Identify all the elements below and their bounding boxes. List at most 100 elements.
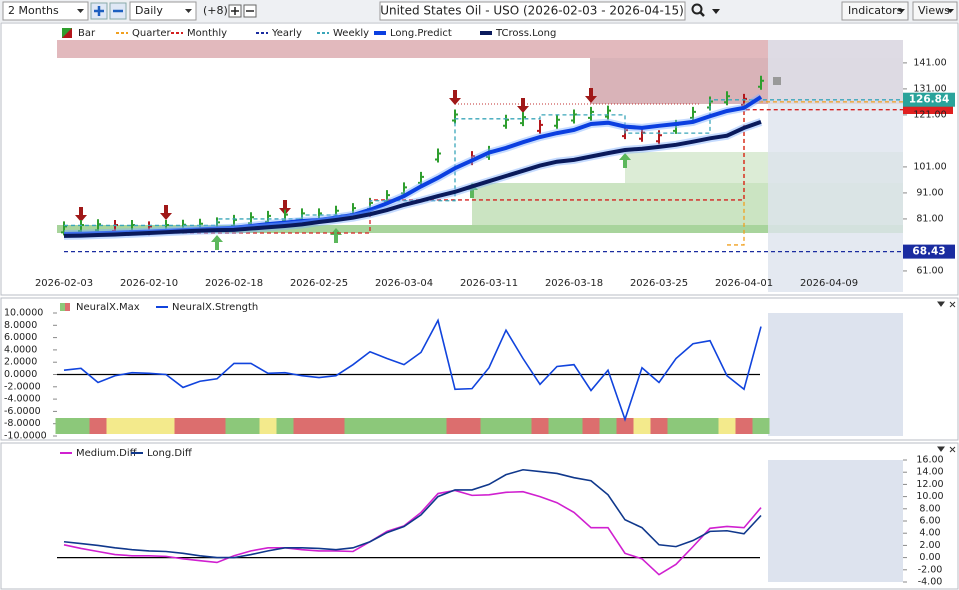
price-callout: [903, 92, 955, 107]
price-bar: [248, 212, 254, 227]
max-cell: [446, 418, 464, 434]
legend-icon: [62, 28, 72, 38]
price-bar: [418, 171, 424, 186]
y-tick-label: 121.00: [913, 109, 946, 120]
y-tick-label: -6.0000: [4, 406, 41, 417]
max-cell: [735, 418, 753, 434]
price-callout-label: 68.43: [912, 246, 945, 258]
legend-label: Medium.Diff: [76, 448, 138, 459]
y-tick-label: 131.00: [913, 83, 946, 94]
max-cell: [497, 418, 515, 434]
y-tick-label: 101.00: [913, 161, 946, 172]
legend-label: NeuralX.Max: [76, 302, 140, 313]
search-handle: [699, 11, 705, 17]
max-cell: [89, 418, 107, 434]
dropdown-arrow: [77, 9, 84, 13]
price-bar: [724, 91, 730, 106]
price-callout-label: 126.84: [909, 94, 950, 106]
y-tick-label: 10.0000: [4, 308, 43, 319]
plus-icon: [231, 7, 239, 15]
max-cell: [599, 418, 617, 434]
max-cell: [242, 418, 260, 434]
x-tick-label: 2026-04-09: [800, 278, 858, 289]
price-bar: [452, 109, 458, 124]
max-cell: [344, 418, 362, 434]
max-cell: [429, 418, 447, 434]
price-bar: [758, 75, 764, 90]
y-tick-label: 0.0000: [4, 369, 37, 380]
y-tick-label: -2.00: [918, 564, 943, 575]
legend-label: Quarter: [132, 28, 172, 39]
y-tick-label: 2.00: [919, 540, 940, 551]
symbol-box[interactable]: [379, 1, 686, 21]
max-cell: [174, 418, 192, 434]
y-tick-label: -10.0000: [4, 431, 47, 442]
indicators-button[interactable]: [841, 1, 909, 21]
series-line: [63, 318, 762, 422]
dropdown-arrow[interactable]: [712, 9, 720, 14]
max-cell: [752, 418, 770, 434]
last-bar-marker: [773, 77, 781, 85]
series-line: [63, 489, 762, 576]
max-cell: [684, 418, 702, 434]
price-bar: [554, 114, 560, 129]
y-tick-label: 8.00: [919, 503, 940, 514]
x-tick-label: 2026-03-04: [375, 278, 433, 289]
price-bar: [435, 148, 441, 163]
dropdown-arrow: [898, 9, 905, 13]
max-cell: [650, 418, 668, 434]
y-tick-label: -8.0000: [4, 418, 41, 429]
price-bar: [588, 106, 594, 121]
max-cell: [463, 418, 481, 434]
max-cell: [701, 418, 719, 434]
max-cell: [225, 418, 243, 434]
price-bar: [690, 106, 696, 121]
y-tick-label: 10.00: [916, 491, 943, 502]
y-tick-label: 8.0000: [4, 320, 37, 331]
search-icon[interactable]: [691, 3, 703, 15]
views-button[interactable]: [912, 1, 958, 21]
toolbar: 2 Months Daily (+8) United States Oil - …: [0, 0, 959, 22]
max-cell: [480, 418, 498, 434]
y-tick-label: 0.00: [919, 552, 940, 563]
max-cell: [667, 418, 685, 434]
y-tick-label: 16.00: [916, 455, 943, 466]
price-bar: [537, 119, 543, 134]
legend-label: Bar: [78, 28, 96, 39]
max-cell: [55, 418, 73, 434]
y-tick-label: 91.00: [916, 187, 943, 198]
max-cell: [327, 418, 345, 434]
price-callout: [903, 244, 955, 259]
max-cell: [293, 418, 311, 434]
legend-label: Long.Diff: [147, 448, 193, 459]
price-bar: [95, 219, 101, 234]
y-tick-label: 81.00: [916, 213, 943, 224]
offset-text: (+8): [203, 4, 228, 17]
price-bar: [520, 112, 526, 127]
period-select[interactable]: [2, 1, 89, 21]
support-zone: [57, 225, 903, 233]
max-cell: [72, 418, 90, 434]
y-tick-label: -2.0000: [4, 381, 41, 392]
legend-label: Long.Predict: [390, 28, 452, 39]
x-tick-label: 2026-03-25: [630, 278, 688, 289]
panel-controls[interactable]: [937, 301, 956, 308]
legend-label: NeuralX.Strength: [172, 302, 258, 313]
level-line: [64, 99, 903, 227]
interval-select[interactable]: [129, 1, 197, 21]
series-line: [63, 468, 762, 559]
monthly-box: [903, 106, 953, 114]
y-tick-label: 6.0000: [4, 332, 37, 343]
future-area: [768, 313, 903, 436]
panel-controls[interactable]: [937, 446, 956, 453]
series-line: [63, 120, 762, 238]
x-tick-label: 2026-02-10: [120, 278, 178, 289]
y-tick-label: 6.00: [919, 516, 940, 527]
future-area: [768, 40, 903, 292]
max-cell: [259, 418, 277, 434]
future-area: [768, 460, 903, 582]
y-tick-label: 61.00: [916, 265, 943, 276]
max-cell: [310, 418, 328, 434]
